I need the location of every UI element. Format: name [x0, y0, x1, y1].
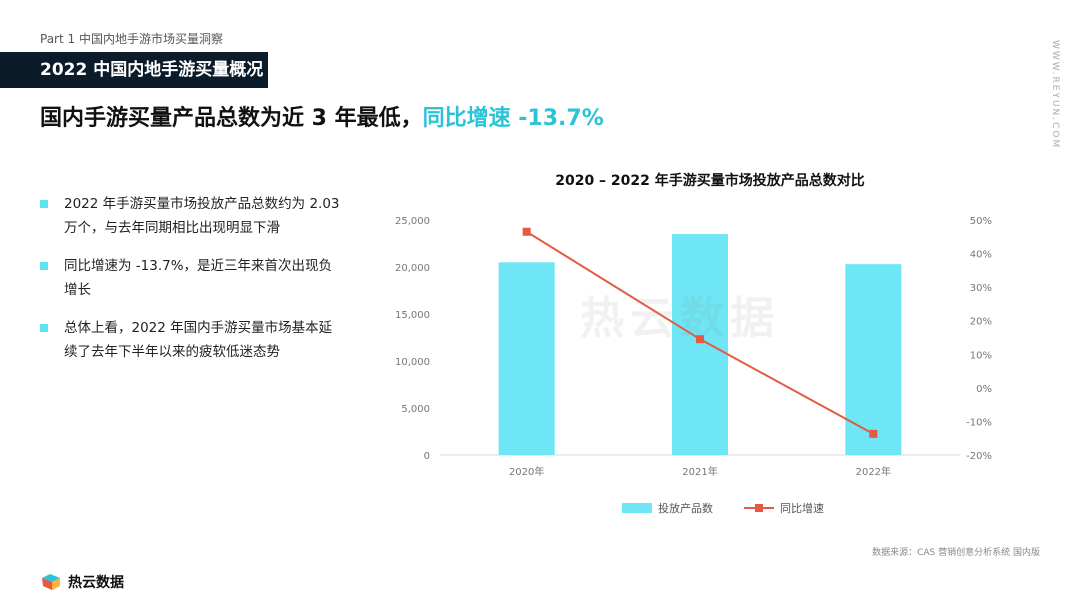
- y-right-tick-label: 10%: [970, 350, 992, 361]
- y-left-tick-label: 25,000: [395, 216, 430, 227]
- site-url-vertical: WWW.REYUN.COM: [1050, 40, 1060, 150]
- y-right-tick-label: 30%: [970, 283, 992, 294]
- bullet-square-icon: [40, 262, 48, 270]
- y-right-tick-label: 50%: [970, 216, 992, 227]
- headline-accent: 同比增速 -13.7%: [422, 106, 604, 131]
- bullet-item: 2022 年手游买量市场投放产品总数约为 2.03 万个，与去年同期相比出现明显…: [40, 192, 340, 240]
- bullet-list: 2022 年手游买量市场投放产品总数约为 2.03 万个，与去年同期相比出现明显…: [40, 192, 340, 378]
- y-right-tick-label: 40%: [970, 250, 992, 261]
- bullet-text: 2022 年手游买量市场投放产品总数约为 2.03 万个，与去年同期相比出现明显…: [64, 196, 340, 236]
- bar: [498, 262, 555, 455]
- y-left-tick-label: 15,000: [395, 310, 430, 321]
- y-left-tick-label: 5,000: [401, 404, 430, 415]
- legend-bar-swatch: [622, 503, 652, 513]
- line-point: [696, 335, 704, 344]
- x-tick-label: 2022年: [856, 465, 891, 478]
- breadcrumb: Part 1 中国内地手游市场买量洞察: [40, 32, 223, 46]
- footer-brand: 热云数据: [68, 575, 124, 591]
- bullet-text: 同比增速为 -13.7%，是近三年来首次出现负增长: [64, 258, 333, 298]
- y-right-tick-label: 20%: [970, 317, 992, 328]
- y-left-tick-label: 20,000: [395, 263, 430, 274]
- line-point: [869, 429, 878, 438]
- combo-chart: 0 5,000 10,000 15,000 20,000 25,000 -20% -10% 0%…: [395, 216, 992, 515]
- chart-title: 2020 – 2022 年手游买量市场投放产品总数对比: [555, 173, 865, 189]
- x-tick-label: 2020年: [509, 465, 544, 478]
- y-right-tick-label: -10%: [966, 417, 992, 428]
- page-title: 国内手游买量产品总数为近 3 年最低，同比增速 -13.7%: [40, 100, 604, 132]
- legend-line-label: 同比增速: [780, 501, 824, 515]
- headline-main: 国内手游买量产品总数为近 3 年最低，: [40, 106, 423, 131]
- bullet-item: 同比增速为 -13.7%，是近三年来首次出现负增长: [40, 254, 340, 302]
- legend-bar-label: 投放产品数: [658, 501, 713, 515]
- reyun-logo-icon: [42, 574, 60, 590]
- bullet-text: 总体上看，2022 年国内手游买量市场基本延续了去年下半年以来的疲软低迷态势: [64, 320, 333, 360]
- footer-logo: 热云数据: [40, 572, 124, 592]
- line-point: [522, 227, 531, 236]
- source-note: 数据来源：CAS 营销创意分析系统 国内版: [872, 548, 1040, 558]
- bar: [845, 264, 902, 455]
- bullet-square-icon: [40, 200, 48, 208]
- section-banner: 2022 中国内地手游买量概况: [0, 52, 268, 88]
- bar: [672, 234, 728, 455]
- y-right-tick-label: -20%: [966, 451, 992, 462]
- bullet-square-icon: [40, 324, 48, 332]
- y-left-tick-label: 0: [424, 451, 430, 462]
- bullet-item: 总体上看，2022 年国内手游买量市场基本延续了去年下半年以来的疲软低迷态势: [40, 316, 340, 364]
- x-tick-label: 2021年: [682, 465, 717, 478]
- y-right-tick-label: 0%: [976, 384, 992, 395]
- y-left-tick-label: 10,000: [395, 357, 430, 368]
- legend-line-marker: [755, 504, 763, 512]
